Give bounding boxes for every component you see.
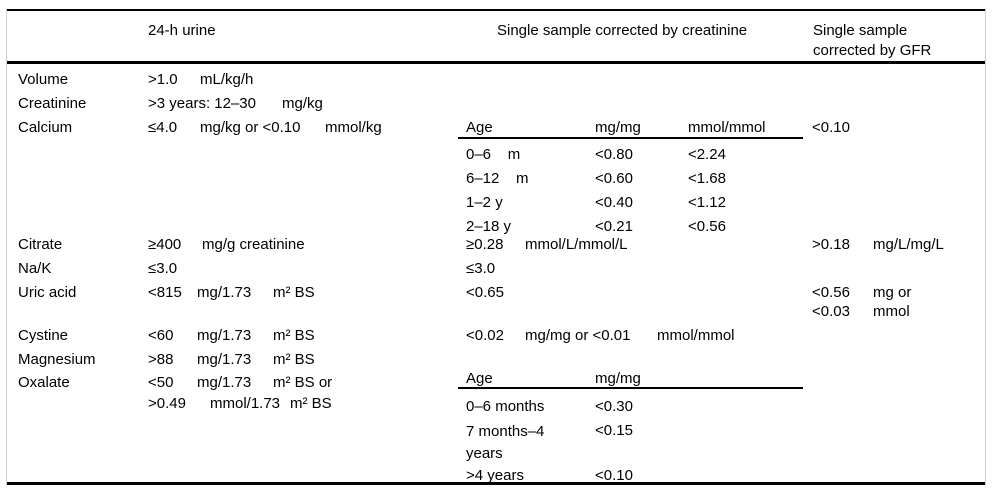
oxalate-age-row-value: <0.15 [595, 422, 633, 439]
row-calcium-24h-value: ≤4.0 [148, 119, 178, 136]
row-oxalate-24h-value2: >0.49 [148, 395, 186, 412]
calcium-age-table-header-mg: mg/mg [595, 119, 641, 136]
calcium-age-row-age: 6–12 m [466, 170, 529, 187]
oxalate-age-table-header-rule [458, 387, 803, 389]
header-single-gfr: Single sample corrected by GFR [813, 22, 932, 59]
row-citrate-24h-value: ≥400 [148, 236, 182, 253]
row-uric-cr-value: <0.65 [466, 284, 504, 301]
oxalate-age-row-age: 7 months–4 years [466, 423, 545, 462]
calcium-age-row-age: 0–6 m [466, 146, 521, 163]
row-oxalate-24h-unit4: m² BS [290, 395, 332, 412]
row-uric-gfr-unit: mg or [873, 284, 912, 301]
row-uric-gfr-value: <0.56 [812, 284, 850, 301]
row-uric-gfr-unit2: mmol [873, 303, 910, 320]
row-volume-label: Volume [18, 71, 69, 88]
row-calcium-24h-unit2: mmol/kg [325, 119, 382, 136]
table-bottom-rule [6, 482, 986, 485]
oxalate-age-row-value: <0.10 [595, 467, 633, 484]
row-cystine-24h-unit2: m² BS [273, 327, 315, 344]
row-magnesium-24h-unit: mg/1.73 [197, 351, 252, 368]
row-uric-gfr-value2: <0.03 [812, 303, 850, 320]
table-left-border [6, 9, 7, 485]
row-cystine-24h-unit: mg/1.73 [197, 327, 252, 344]
calcium-age-row-mmol: <2.24 [688, 146, 726, 163]
table-header-rule [6, 61, 986, 64]
row-nak-cr-value: ≤3.0 [466, 260, 496, 277]
row-uric-24h-unit: mg/1.73 [197, 284, 252, 301]
oxalate-age-row-value: <0.30 [595, 398, 633, 415]
calcium-age-row-mg: <0.21 [595, 218, 633, 235]
row-magnesium-24h-unit2: m² BS [273, 351, 315, 368]
calcium-age-row-mmol: <1.68 [688, 170, 726, 187]
row-oxalate-24h-unit: mg/1.73 [197, 374, 252, 391]
oxalate-age-row-age: >4 years [466, 467, 524, 484]
calcium-age-table-header-age: Age [466, 119, 493, 136]
row-oxalate-24h-unit2: m² BS or [273, 374, 333, 391]
row-oxalate-label: Oxalate [18, 374, 70, 391]
row-citrate-cr-unit: mmol/L/mmol/L [525, 236, 628, 253]
table-top-rule [6, 9, 986, 11]
row-oxalate-24h-unit3: mmol/1.73 [210, 395, 281, 412]
oxalate-age-row-age: 0–6 months [466, 398, 545, 415]
row-cystine-24h-value: <60 [148, 327, 174, 344]
calcium-age-row-mmol: <0.56 [688, 218, 726, 235]
calcium-age-row-mmol: <1.12 [688, 194, 726, 211]
row-cystine-cr-unit2: mmol/mmol [657, 327, 735, 344]
row-creatinine-24h-unit: mg/kg [282, 95, 323, 112]
row-volume-24h-value: >1.0 [148, 71, 178, 88]
row-nak-label: Na/K [18, 260, 52, 277]
header-single-creatinine: Single sample corrected by creatinine [497, 22, 748, 39]
row-citrate-label: Citrate [18, 236, 63, 253]
oxalate-age-table-header-mg: mg/mg [595, 370, 641, 387]
row-cystine-cr-value: <0.02 [466, 327, 504, 344]
calcium-age-row-age: 2–18 y [466, 218, 512, 235]
row-creatinine-24h-value: >3 years: 12–30 [148, 95, 256, 112]
row-cystine-label: Cystine [18, 327, 69, 344]
calcium-age-row-mg: <0.80 [595, 146, 633, 163]
calcium-age-row-mg: <0.40 [595, 194, 633, 211]
row-magnesium-24h-value: >88 [148, 351, 174, 368]
calcium-age-row-age: 1–2 y [466, 194, 503, 211]
table-right-border [985, 9, 986, 485]
row-magnesium-label: Magnesium [18, 351, 96, 368]
row-volume-24h-unit: mL/kg/h [200, 71, 254, 88]
row-uric-label: Uric acid [18, 284, 77, 301]
row-calcium-gfr-value: <0.10 [812, 119, 850, 136]
row-citrate-24h-unit: mg/g creatinine [202, 236, 305, 253]
oxalate-age-table-header-age: Age [466, 370, 493, 387]
header-24h-urine: 24-h urine [148, 22, 216, 39]
calcium-age-table-header-mmol: mmol/mmol [688, 119, 766, 136]
row-citrate-gfr-value: >0.18 [812, 236, 850, 253]
row-uric-24h-unit2: m² BS [273, 284, 315, 301]
calcium-age-row-mg: <0.60 [595, 170, 633, 187]
row-citrate-gfr-unit: mg/L/mg/L [873, 236, 944, 253]
row-calcium-label: Calcium [18, 119, 73, 136]
row-citrate-cr-value: ≥0.28 [466, 236, 504, 253]
row-oxalate-24h-value: <50 [148, 374, 174, 391]
row-uric-24h-value: <815 [148, 284, 182, 301]
row-calcium-24h-unit: mg/kg or <0.10 [200, 119, 301, 136]
row-creatinine-label: Creatinine [18, 95, 87, 112]
calcium-age-table-header-rule [458, 137, 803, 139]
row-nak-24h-value: ≤3.0 [148, 260, 178, 277]
row-cystine-cr-unit: mg/mg or <0.01 [525, 327, 631, 344]
